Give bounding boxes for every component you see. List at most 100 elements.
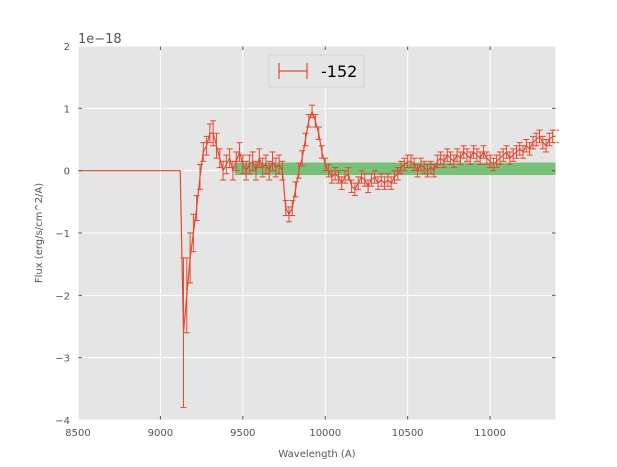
series-segment: [446, 154, 452, 159]
series-segment: [314, 120, 320, 134]
series-segment: [298, 157, 303, 172]
series-segment: [377, 179, 382, 184]
x-tick-label: 11000: [474, 428, 506, 439]
series-segment: [192, 207, 198, 234]
series-segment: [364, 179, 369, 187]
series-segment: [426, 166, 432, 172]
series-segment: [294, 170, 300, 190]
series-segment: [235, 151, 241, 162]
series-segment: [400, 163, 405, 169]
legend: -152: [268, 54, 365, 88]
series-segment: [469, 151, 475, 159]
series-segment: [324, 163, 330, 172]
y-axis-label: Flux (erg/s/cm^2/A): [34, 183, 45, 283]
series-segment: [542, 142, 547, 147]
series-segment: [222, 163, 227, 172]
series-segment: [443, 154, 448, 162]
series-segment: [416, 163, 422, 172]
series-segment: [390, 176, 396, 184]
series-segment: [482, 151, 488, 159]
series-segment: [515, 148, 521, 153]
series-segment: [548, 135, 554, 141]
series-segment: [347, 173, 353, 187]
x-tick-label: 10000: [309, 428, 341, 439]
y-tick-label: −3: [55, 354, 70, 365]
series-segment: [291, 188, 297, 209]
series-segment: [258, 157, 264, 169]
series-segment: [225, 157, 231, 166]
series-segment: [397, 166, 402, 175]
series-segment: [538, 135, 544, 144]
series-lines: [77, 110, 557, 334]
series-segment: [374, 176, 379, 184]
series-segment: [281, 170, 287, 209]
series-segment: [387, 179, 392, 184]
series-segment: [327, 170, 333, 178]
series-segment: [268, 160, 274, 172]
series-segment: [492, 160, 498, 166]
series-segment: [275, 163, 280, 169]
series-segment: [334, 173, 340, 178]
series-segment: [545, 138, 551, 147]
x-tick-label: 9500: [230, 428, 255, 439]
series-segment: [278, 163, 283, 172]
series-segment: [459, 151, 465, 159]
series-segment: [199, 151, 204, 178]
series-segment: [449, 157, 455, 162]
series-segment: [486, 157, 491, 162]
series-segment: [232, 160, 237, 172]
series-segment: [357, 176, 363, 184]
series-segment: [308, 110, 313, 122]
series-segment: [466, 154, 471, 159]
series-segment: [229, 157, 234, 172]
y-tick-label: −4: [55, 416, 70, 427]
series-segment: [393, 173, 399, 178]
series-segment: [509, 154, 514, 159]
series-segment: [242, 163, 247, 172]
series-segment: [472, 151, 478, 156]
series-segment: [219, 157, 224, 172]
series-segment: [301, 138, 307, 159]
axes-frame: [77, 45, 557, 421]
y-offset-label: 1e−18: [78, 32, 122, 47]
series-segment: [341, 176, 346, 184]
legend-label: -152: [321, 62, 357, 81]
series-segment: [420, 163, 425, 169]
series-segment: [453, 154, 458, 162]
series-segment: [489, 160, 494, 166]
series-segment: [189, 232, 194, 259]
noise-band-rect: [234, 162, 556, 176]
series-segment: [360, 176, 366, 181]
series-segment: [535, 135, 541, 141]
series-segment: [436, 157, 442, 162]
series-segment: [265, 163, 270, 172]
y-tick-labels: −4 −3 −2 −1 0 1 2: [55, 42, 70, 427]
series-segment: [288, 207, 293, 215]
x-tick-label: 9000: [148, 428, 173, 439]
series-segment: [505, 151, 511, 159]
series-segment: [502, 151, 508, 156]
series-segment: [311, 110, 316, 122]
series-segment: [512, 151, 518, 156]
series-segment: [262, 163, 267, 169]
series-segment: [255, 157, 260, 172]
series-segment: [245, 163, 251, 172]
y-tick-label: −1: [55, 229, 70, 240]
series-segment: [182, 294, 188, 334]
series-segment: [321, 151, 326, 166]
series-segment: [370, 176, 376, 181]
series-segment: [413, 163, 419, 172]
series-segment: [430, 166, 435, 172]
series-segment: [403, 160, 409, 166]
series-segment: [196, 176, 201, 209]
x-tick-labels: 8500 9000 9500 10000 10500 11000: [65, 428, 506, 439]
series-segment: [433, 160, 438, 172]
series-segment: [456, 154, 461, 159]
series-segment: [463, 151, 468, 156]
series-segment: [337, 176, 343, 184]
series-segment: [496, 157, 501, 162]
series-segment: [351, 185, 356, 190]
series-segment: [205, 132, 211, 147]
x-axis-label: Wavelength (A): [278, 449, 355, 460]
series-segment: [525, 145, 531, 150]
